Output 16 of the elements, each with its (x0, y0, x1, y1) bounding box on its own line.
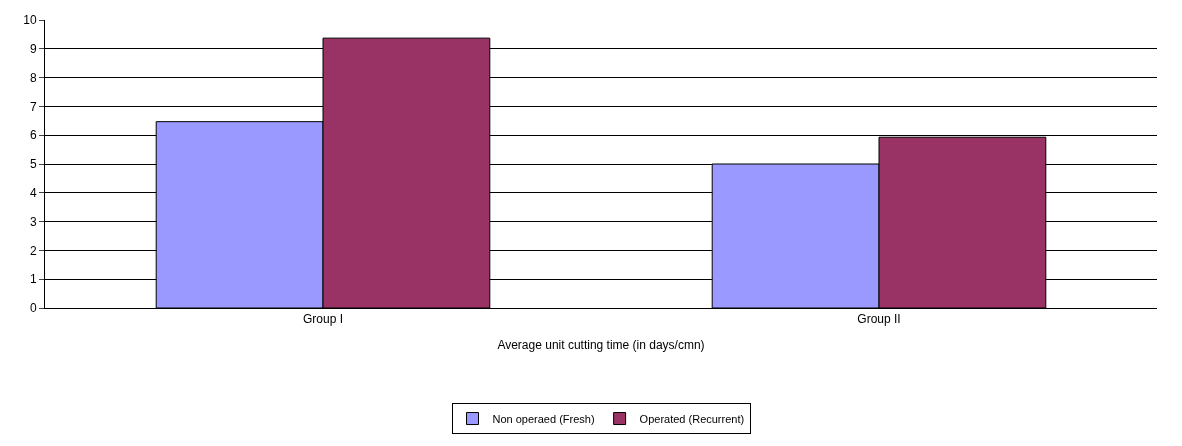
x-axis-title: Average unit cutting time (in days/cmn) (497, 338, 705, 353)
y-tick-label: 5 (29, 157, 37, 172)
y-tick-label: 7 (29, 99, 37, 114)
legend-label: Non operaed (Fresh) (492, 412, 595, 425)
x-tick-label: Group II (857, 312, 901, 327)
x-tick-label: Group I (302, 312, 344, 327)
y-tick-label: 10 (23, 13, 37, 28)
y-tick-label: 2 (29, 243, 37, 258)
y-tick-label: 8 (29, 70, 37, 85)
y-tick-label: 6 (29, 128, 37, 143)
y-tick-label: 0 (29, 301, 37, 316)
legend-label: Operated (Recurrent) (639, 412, 745, 425)
y-tick-label: 9 (29, 42, 37, 56)
y-tick-label: 1 (29, 272, 37, 287)
y-tick-label: 4 (29, 186, 37, 200)
y-tick-label: 3 (29, 214, 37, 229)
